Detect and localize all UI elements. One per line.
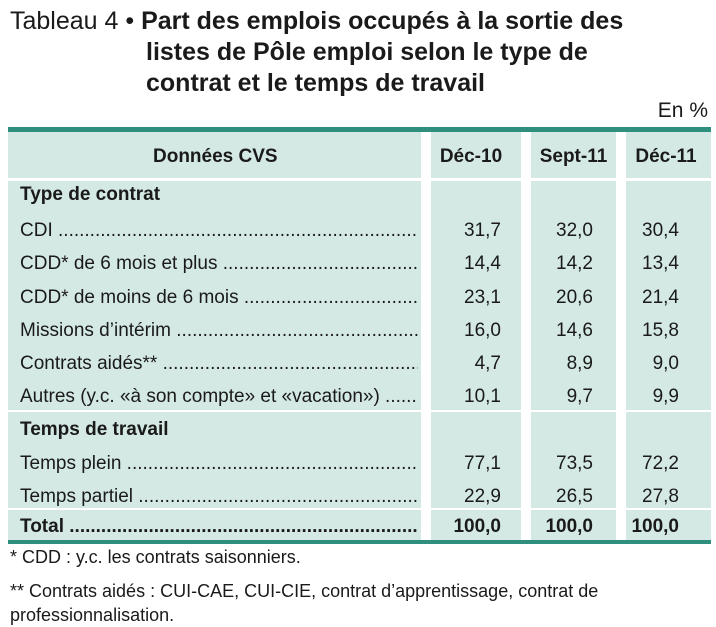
table-cell: 8,9 [566,353,593,374]
row-label: Autres (y.c. «à son compte» et «vacation… [20,386,418,408]
column-separator [521,132,531,540]
column-separator [421,132,431,540]
table-cell: 13,4 [642,253,679,274]
table-cell: 26,5 [556,486,593,507]
footnote-contrats-aides: ** Contrats aidés : CUI-CAE, CUI-CIE, co… [10,581,599,625]
title-line-1: Part des emplois occupés à la sortie des [141,7,624,35]
total-cell: 100,0 [453,516,501,537]
total-cell: 100,0 [545,516,593,537]
total-divider [8,508,711,510]
header-col-1: Déc-10 [439,146,503,167]
table-cell: 73,5 [556,453,593,474]
table-cell: 9,0 [652,353,679,374]
table-cell: 14,2 [556,253,593,274]
unit-label: En % [657,99,708,122]
table-cell: 27,8 [642,486,679,507]
table-cell: 14,6 [556,320,593,341]
row-label: CDD* de moins de 6 mois [20,287,418,309]
table-cell: 9,9 [652,386,679,407]
table-cell: 9,7 [566,386,593,407]
table-cell: 10,1 [464,386,501,407]
footnote-cdd: * CDD : y.c. les contrats saisonniers. [10,547,301,567]
table-cell: 23,1 [464,287,501,308]
section-title: Temps de travail [20,419,169,440]
row-label: Missions d’intérim [20,320,418,342]
table-number: Tableau 4 • [10,7,135,35]
header-col-2: Sept-11 [539,146,608,167]
row-label: Contrats aidés** [20,353,418,375]
row-label: Temps plein [20,453,418,475]
table-cell: 30,4 [642,220,679,241]
header-col-3: Déc-11 [635,146,697,167]
row-label: Temps partiel [20,486,418,508]
column-separator [616,132,626,540]
table-title: Tableau 4 • Part des emplois occupés à l… [10,6,710,99]
header-label: Données CVS [153,146,278,167]
total-label: Total [20,516,418,538]
title-line-3: contrat et le temps de travail [146,69,486,97]
header-divider [8,178,711,181]
table-cell: 22,9 [464,486,501,507]
data-table: Données CVS Déc-10 Sept-11 Déc-11 Type d… [8,127,711,544]
section-divider [8,410,711,412]
row-label: CDD* de 6 mois et plus [20,253,418,275]
table-cell: 21,4 [642,287,679,308]
total-cell: 100,0 [631,516,679,537]
title-line-2: listes de Pôle emploi selon le type de [146,38,588,66]
table-cell: 20,6 [556,287,593,308]
table-cell: 72,2 [642,453,679,474]
table-cell: 77,1 [464,453,501,474]
table-cell: 32,0 [556,220,593,241]
table-cell: 16,0 [464,320,501,341]
table-cell: 14,4 [464,253,501,274]
table-cell: 15,8 [642,320,679,341]
table-cell: 31,7 [464,220,501,241]
table-cell: 4,7 [474,353,501,374]
row-label: CDI [20,220,418,242]
section-title: Type de contrat [20,184,161,205]
